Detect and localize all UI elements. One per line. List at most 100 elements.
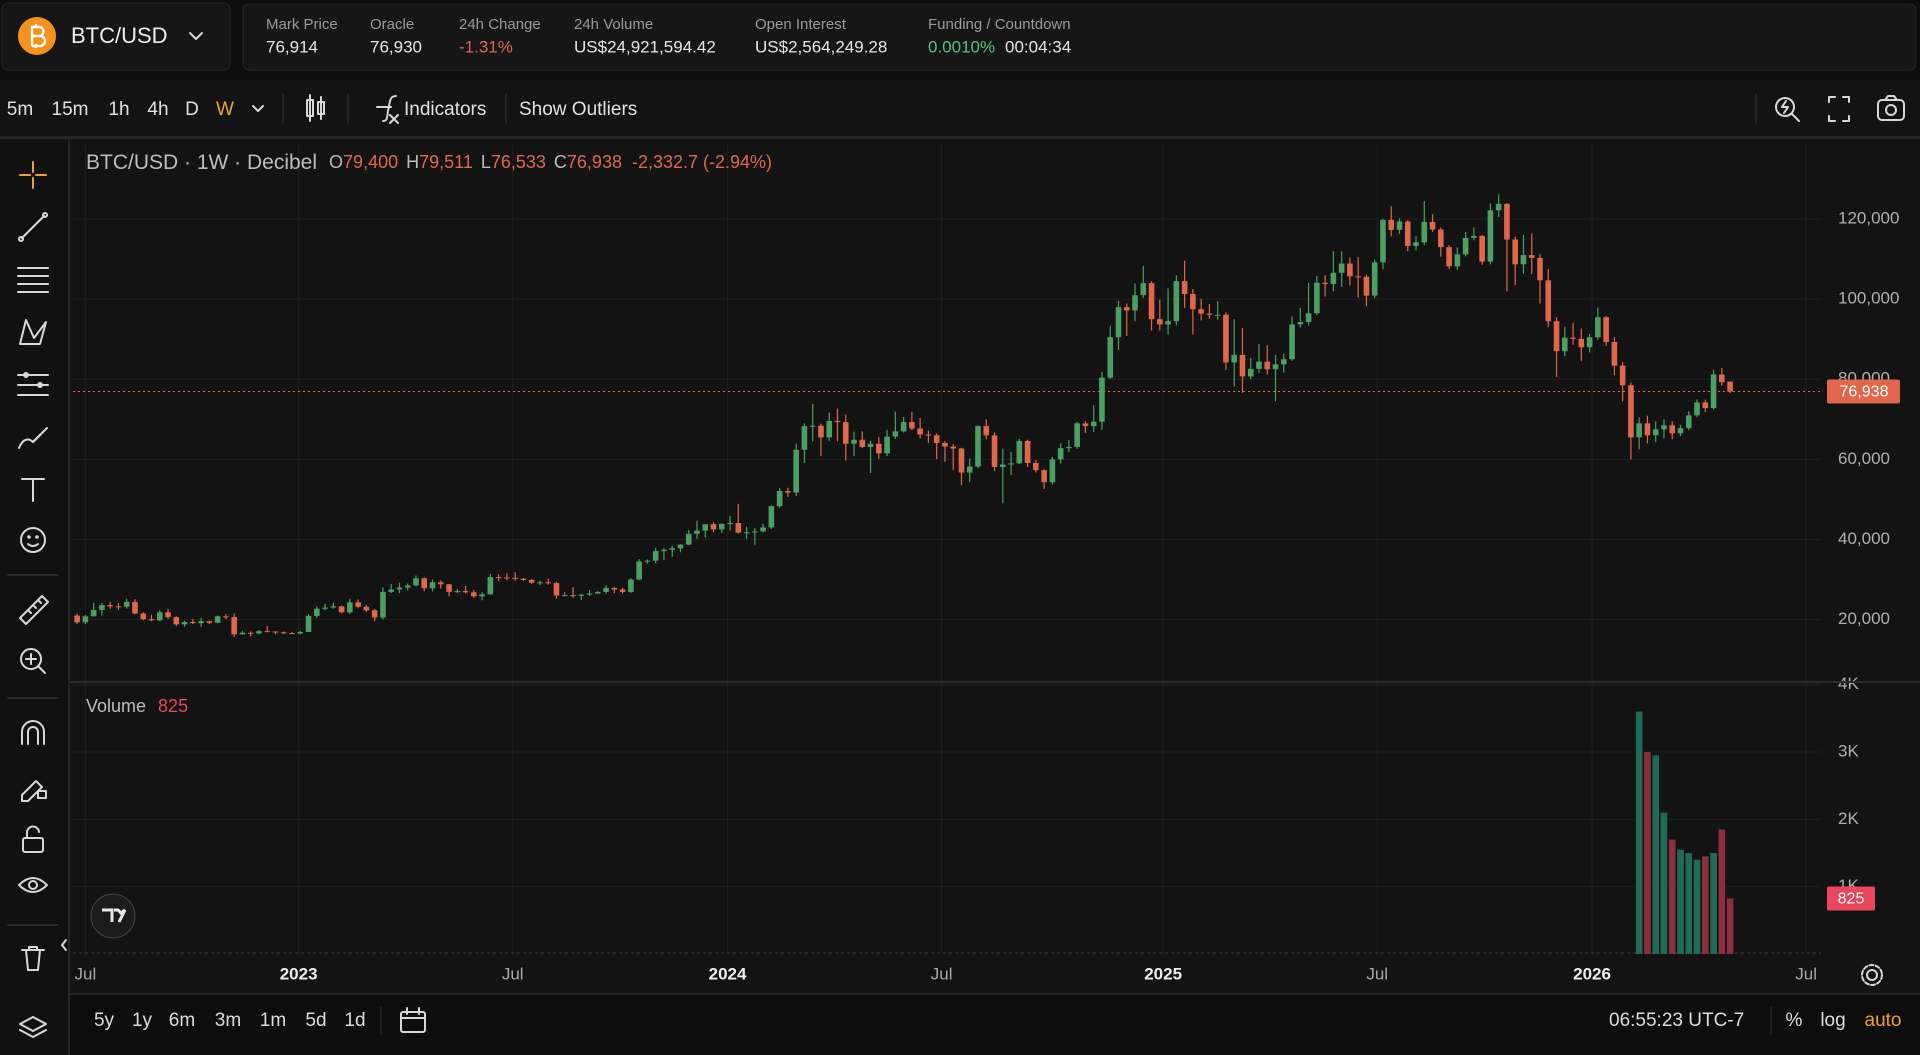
stat-value: US$2,564,249.28	[755, 37, 887, 56]
volume-last: 825	[158, 696, 188, 716]
ruler-tool[interactable]	[19, 595, 49, 625]
volume-bar	[1693, 859, 1701, 954]
indicators-button[interactable]: Indicators	[404, 99, 486, 120]
candle-body	[809, 425, 816, 427]
pair-chevron[interactable]	[189, 32, 203, 40]
interval-button[interactable]: 4h	[147, 99, 168, 120]
fullscreen-button[interactable]	[1828, 96, 1850, 122]
x-tick-label: 2024	[709, 964, 747, 983]
candle-body	[1016, 440, 1023, 464]
chart-type-button[interactable]	[306, 94, 325, 122]
candle-body	[1586, 337, 1593, 348]
layers-tool[interactable]	[19, 1016, 47, 1038]
stat-label: Mark Price	[266, 16, 338, 33]
candle-body	[437, 582, 444, 585]
interval-chevron[interactable]	[252, 105, 264, 112]
volume-tag-label: 825	[1838, 891, 1865, 908]
volume-bar	[1718, 829, 1726, 954]
delete-tool[interactable]	[21, 946, 45, 971]
pair-selector[interactable]	[1, 2, 231, 71]
range-button[interactable]: 5y	[94, 1010, 115, 1031]
candle-body	[958, 448, 965, 473]
trendline-tool[interactable]	[18, 212, 48, 242]
pair-name[interactable]: BTC/USD	[71, 23, 168, 48]
range-button[interactable]: 6m	[169, 1010, 195, 1031]
interval-button[interactable]: 5m	[7, 99, 33, 120]
percent-toggle[interactable]: %	[1786, 1010, 1803, 1031]
candle-body	[702, 524, 709, 531]
settings-button[interactable]	[1861, 964, 1883, 986]
stat-value: -1.31%	[459, 37, 513, 56]
candle-body	[223, 616, 229, 618]
candle-body	[90, 609, 97, 617]
candle-body	[289, 633, 295, 635]
range-button[interactable]: 1y	[132, 1010, 153, 1031]
lock-drawing-tool[interactable]	[21, 780, 47, 802]
range-button[interactable]: 1m	[260, 1010, 286, 1031]
candle-body	[206, 621, 213, 623]
prediction-tool[interactable]	[17, 372, 49, 396]
candle-body	[1099, 377, 1105, 422]
chart-area	[70, 139, 1920, 994]
candle-body	[801, 426, 808, 450]
candle-body	[338, 606, 345, 613]
candle-body	[1132, 295, 1138, 311]
screenshot-button[interactable]	[1877, 95, 1905, 121]
range-button[interactable]: 1d	[344, 1010, 365, 1031]
candle-body	[305, 615, 312, 632]
toolbar-divider	[0, 136, 1920, 139]
zoom-button[interactable]	[1775, 97, 1800, 122]
zoom-tool[interactable]	[20, 648, 46, 674]
candle-body	[661, 549, 667, 552]
goto-date-button[interactable]	[400, 1007, 426, 1033]
candle-body	[1198, 309, 1204, 314]
candle-body	[520, 578, 527, 580]
candle-body	[652, 551, 659, 561]
emoji-tool[interactable]	[20, 527, 46, 553]
candle-body	[272, 631, 279, 633]
legend-close-label: C	[554, 152, 567, 172]
collapse-toolbar[interactable]	[61, 939, 67, 951]
candle-body	[1528, 255, 1535, 258]
interval-button[interactable]: 1h	[108, 99, 129, 120]
range-button[interactable]: 3m	[215, 1010, 241, 1031]
candle-body	[1330, 272, 1337, 284]
interval-button[interactable]: W	[216, 99, 234, 120]
candle-body	[256, 631, 262, 634]
log-toggle[interactable]: log	[1820, 1010, 1845, 1031]
brush-tool[interactable]	[18, 427, 48, 449]
lock-tool[interactable]	[22, 825, 44, 853]
candle-body	[669, 548, 675, 550]
candle-body	[1429, 221, 1436, 230]
candle-body	[512, 577, 518, 579]
range-button[interactable]: 5d	[305, 1010, 326, 1031]
magnet-tool[interactable]	[21, 720, 45, 745]
volume-legend: Volume 825	[86, 696, 188, 716]
fib-tool[interactable]	[17, 267, 49, 293]
text-tool[interactable]	[21, 478, 45, 502]
candle-body	[1247, 368, 1254, 377]
volume-tick-label: 4K	[1838, 674, 1859, 693]
candle-body	[446, 584, 452, 592]
visibility-tool[interactable]	[18, 877, 48, 893]
x-tick-label: Jul	[931, 964, 953, 983]
pattern-tool[interactable]	[19, 319, 47, 345]
candle-body	[884, 436, 890, 454]
candle-body	[355, 602, 361, 607]
candle-body	[685, 533, 692, 545]
crosshair-tool[interactable]	[19, 161, 47, 189]
interval-button[interactable]: 15m	[52, 99, 89, 120]
candle-body	[454, 591, 461, 593]
x-tick-label: 2025	[1144, 964, 1182, 983]
candle-body	[867, 443, 874, 447]
auto-toggle[interactable]: auto	[1865, 1010, 1902, 1031]
stats-panel	[242, 3, 1917, 71]
candle-body	[1570, 337, 1576, 339]
candle-body	[900, 422, 907, 432]
stat-label: Funding / Countdown	[928, 16, 1071, 33]
candle-body	[1074, 423, 1080, 447]
outliers-button[interactable]: Show Outliers	[519, 99, 637, 120]
interval-button[interactable]: D	[185, 99, 199, 120]
fx-icon[interactable]	[376, 95, 399, 124]
candle-body	[380, 591, 386, 618]
